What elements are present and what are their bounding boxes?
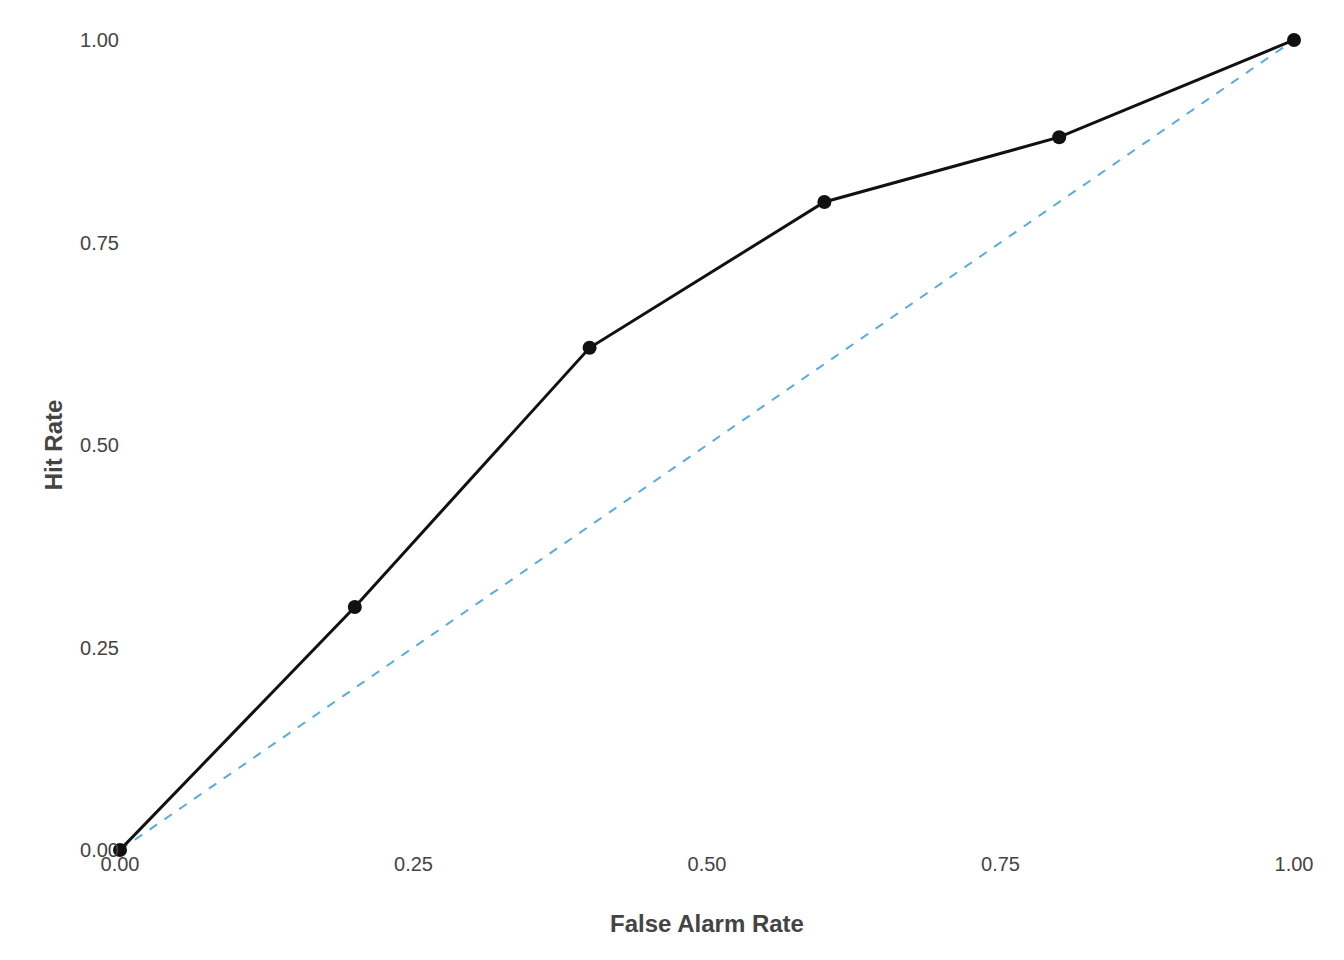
svg-text:Hit Rate: Hit Rate bbox=[40, 400, 67, 491]
svg-text:0.25: 0.25 bbox=[394, 853, 433, 875]
svg-text:0.75: 0.75 bbox=[981, 853, 1020, 875]
svg-text:0.25: 0.25 bbox=[80, 637, 119, 659]
svg-text:0.50: 0.50 bbox=[688, 853, 727, 875]
svg-text:0.75: 0.75 bbox=[80, 232, 119, 254]
svg-text:False Alarm Rate: False Alarm Rate bbox=[610, 910, 804, 937]
svg-text:1.00: 1.00 bbox=[80, 29, 119, 51]
svg-text:0.00: 0.00 bbox=[80, 839, 119, 861]
svg-text:0.00: 0.00 bbox=[101, 853, 140, 875]
svg-text:0.50: 0.50 bbox=[80, 434, 119, 456]
svg-text:1.00: 1.00 bbox=[1275, 853, 1314, 875]
